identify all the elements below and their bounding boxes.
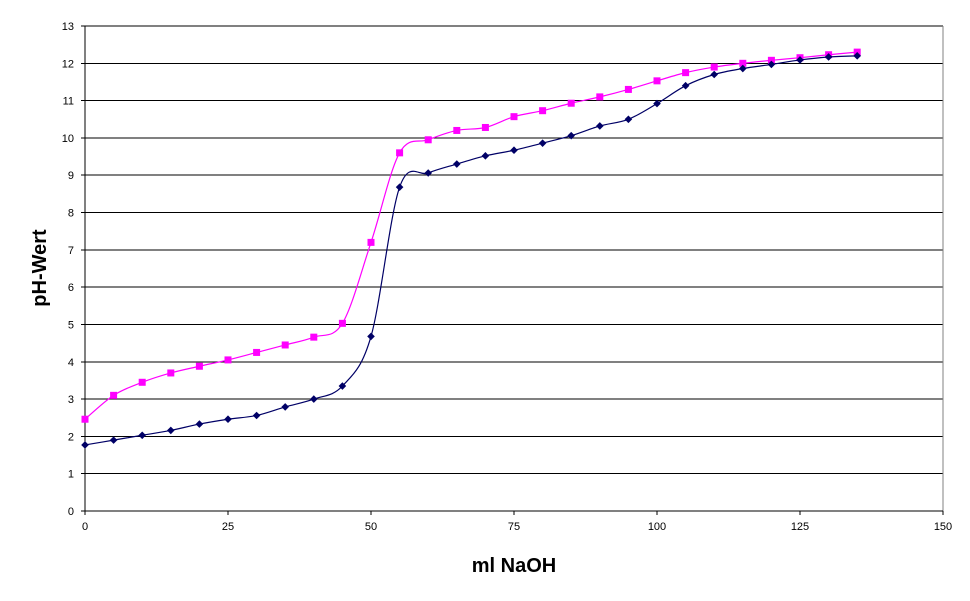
data-point-diamond bbox=[252, 411, 261, 420]
data-point-diamond bbox=[567, 131, 575, 140]
data-point-diamond bbox=[338, 382, 347, 390]
data-point-square bbox=[739, 59, 747, 67]
data-point-diamond bbox=[710, 70, 718, 79]
data-point-square bbox=[424, 136, 432, 144]
data-point-square bbox=[539, 107, 547, 115]
data-point-square bbox=[481, 123, 489, 131]
data-point-diamond bbox=[167, 426, 175, 435]
y-tick-label: 13 bbox=[62, 21, 74, 33]
data-point-diamond bbox=[624, 115, 633, 124]
x-tick-label: 100 bbox=[648, 521, 666, 533]
y-tick-label: 1 bbox=[68, 469, 74, 481]
data-point-diamond bbox=[395, 183, 404, 191]
series-layer bbox=[81, 48, 861, 449]
data-point-diamond bbox=[109, 436, 118, 444]
data-point-diamond bbox=[310, 395, 318, 403]
series-2-line bbox=[84, 51, 858, 420]
data-point-square bbox=[653, 77, 661, 85]
data-point-diamond bbox=[195, 420, 204, 428]
data-point-square bbox=[567, 99, 575, 107]
data-point-diamond bbox=[367, 332, 375, 341]
data-point-diamond bbox=[81, 441, 89, 449]
data-point-square bbox=[310, 333, 318, 341]
y-tick-label: 5 bbox=[68, 319, 74, 331]
data-point-square bbox=[453, 126, 461, 134]
data-point-square bbox=[138, 378, 146, 386]
data-point-diamond bbox=[224, 415, 232, 424]
data-point-diamond bbox=[853, 52, 861, 60]
x-tick-labels: 0 25 50 75 100 125 150 bbox=[82, 521, 952, 533]
data-point-square bbox=[110, 391, 118, 399]
data-point-diamond bbox=[538, 139, 547, 147]
data-point-diamond bbox=[824, 53, 833, 61]
y-axis-title: pH-Wert bbox=[29, 229, 51, 307]
axes bbox=[81, 25, 944, 515]
series-2 bbox=[81, 48, 861, 423]
data-point-diamond bbox=[739, 64, 747, 73]
data-point-square bbox=[596, 93, 604, 101]
data-point-square bbox=[624, 85, 632, 93]
data-point-diamond bbox=[796, 56, 804, 64]
y-tick-label: 11 bbox=[63, 96, 74, 108]
x-tick-label: 0 bbox=[82, 521, 88, 533]
data-point-square bbox=[281, 341, 289, 349]
x-axis-title: ml NaOH bbox=[472, 555, 556, 577]
data-point-square bbox=[367, 238, 375, 246]
data-point-diamond bbox=[281, 403, 289, 411]
x-tick-label: 125 bbox=[791, 521, 809, 533]
data-point-diamond bbox=[424, 169, 432, 177]
y-tick-label: 4 bbox=[68, 357, 74, 369]
data-point-diamond bbox=[653, 99, 661, 108]
x-tick-label: 25 bbox=[222, 521, 234, 533]
x-tick-label: 75 bbox=[508, 521, 520, 533]
data-point-diamond bbox=[453, 160, 461, 168]
gridlines bbox=[85, 25, 943, 475]
data-point-square bbox=[396, 149, 404, 157]
data-point-diamond bbox=[681, 81, 690, 90]
data-point-diamond bbox=[596, 122, 604, 130]
series-1-line bbox=[84, 55, 858, 446]
y-tick-label: 12 bbox=[62, 58, 74, 70]
data-point-square bbox=[338, 319, 346, 327]
x-tick-label: 150 bbox=[934, 521, 952, 533]
data-point-square bbox=[81, 415, 89, 423]
data-point-diamond bbox=[481, 152, 490, 160]
data-point-square bbox=[224, 356, 232, 364]
y-tick-label: 2 bbox=[68, 431, 74, 443]
y-tick-label: 0 bbox=[68, 506, 74, 518]
x-tick-label: 50 bbox=[365, 521, 377, 533]
data-point-square bbox=[767, 56, 775, 64]
data-point-diamond bbox=[510, 146, 518, 155]
data-point-square bbox=[682, 69, 690, 77]
data-point-square bbox=[253, 348, 261, 356]
data-point-diamond bbox=[138, 431, 146, 440]
data-point-diamond bbox=[767, 60, 776, 69]
series-1 bbox=[81, 52, 861, 449]
y-tick-label: 9 bbox=[68, 170, 74, 182]
y-tick-label: 7 bbox=[68, 245, 74, 257]
data-point-square bbox=[710, 63, 718, 71]
data-point-square bbox=[167, 369, 175, 377]
data-point-square bbox=[510, 113, 518, 121]
y-tick-label: 6 bbox=[68, 282, 74, 294]
y-tick-label: 3 bbox=[68, 394, 74, 406]
y-tick-label: 8 bbox=[68, 208, 74, 220]
data-point-square bbox=[195, 362, 203, 370]
y-tick-label: 10 bbox=[62, 133, 74, 145]
